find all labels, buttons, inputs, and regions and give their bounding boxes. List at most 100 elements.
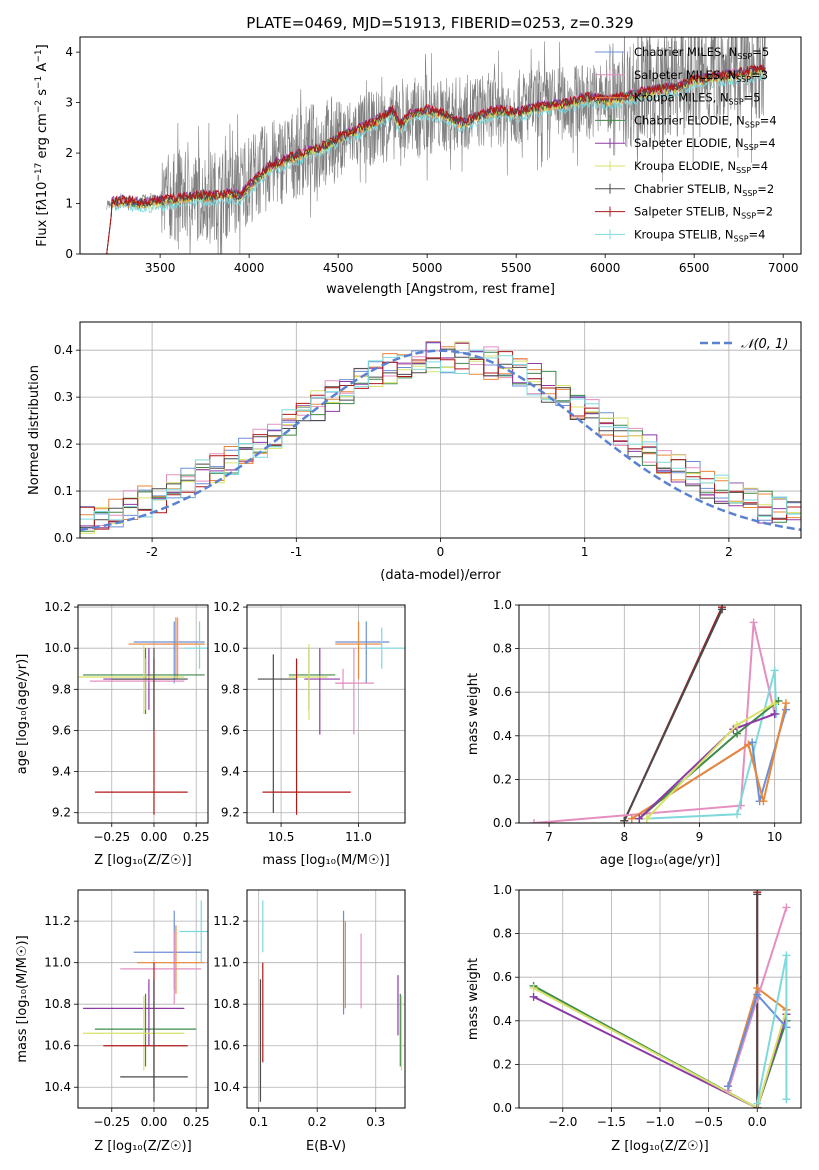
x-tick-label: 3500 <box>145 261 176 275</box>
y-tick-label: 0.2 <box>54 437 73 451</box>
x-tick-label: 10.5 <box>268 830 295 844</box>
mass_weight_vs_Z-plot <box>529 890 791 1108</box>
y-tick-label: 0.3 <box>54 390 73 404</box>
series-line-salpeter_miles <box>533 622 776 823</box>
x-tick-label: 0.2 <box>308 1115 327 1129</box>
y-axis-label: mass weight <box>466 958 481 1040</box>
x-tick-label: 9 <box>696 830 704 844</box>
legend-entry: Kroupa ELODIE, NSSP=4 <box>634 159 768 175</box>
y-tick-label: 0.6 <box>493 685 512 699</box>
mass_weight_vs_age-plot <box>530 605 790 823</box>
y-tick-label: 10.4 <box>213 1080 240 1094</box>
x-tick-label: 11.0 <box>345 830 372 844</box>
x-axis-label: Z [log₁₀(Z/Z☉)] <box>94 853 191 868</box>
x-tick-label: −0.25 <box>93 830 130 844</box>
x-tick-label: 2 <box>725 545 733 559</box>
x-tick-label: 6000 <box>590 261 621 275</box>
model-spectrum-chabrier_stelib <box>106 64 766 254</box>
series-line-chabrier_elodie <box>533 985 788 1108</box>
y-tick-label: 10.6 <box>213 1039 240 1053</box>
age_vs_mass-frame <box>246 604 406 824</box>
age_vs_mass-axes: 10.5 11.0 9.2 9.4 9.6 9.8 10.0 10.2 <box>213 600 405 844</box>
y-tick-label: 11.0 <box>213 956 240 970</box>
mass_vs_Z-axes: −0.25 0.00 0.25 10.4 10.6 10.8 11.0 11.2 <box>44 890 210 1129</box>
x-tick-label: −1.5 <box>597 1115 626 1129</box>
x-tick-label: 8 <box>620 830 628 844</box>
y-tick-label: 0.8 <box>493 642 512 656</box>
y-tick-label: 0.0 <box>493 816 512 830</box>
x-tick-label: 7 <box>545 830 553 844</box>
legend-entry: Chabrier ELODIE, NSSP=4 <box>634 113 777 129</box>
x-tick-label: 4000 <box>234 261 265 275</box>
legend-entry: Kroupa MILES, NSSP=5 <box>634 91 760 107</box>
x-axis-label: (data-model)/error <box>380 568 501 583</box>
x-axis-label: Z [log₁₀(Z/Z☉)] <box>94 1139 191 1154</box>
x-tick-label: 6500 <box>679 261 710 275</box>
y-tick-label: 1 <box>65 197 73 211</box>
y-tick-label: 2 <box>65 146 73 160</box>
y-tick-label: 11.2 <box>44 914 71 928</box>
x-tick-label: 0 <box>437 545 445 559</box>
x-tick-label: 0.00 <box>141 830 168 844</box>
legend-entry: 𝒩(0, 1) <box>741 337 788 352</box>
y-tick-label: 1.0 <box>493 883 512 897</box>
x-tick-label: −0.25 <box>93 1115 130 1129</box>
y-tick-label: 10.2 <box>44 600 71 614</box>
mass_weight_vs_age-frame <box>518 604 802 824</box>
series-line-chabrier_stelib <box>623 608 723 822</box>
series-line-kroupa_miles <box>631 702 787 820</box>
y-tick-label: 9.2 <box>52 806 71 820</box>
series-line-kroupa_elodie <box>533 987 788 1108</box>
legend-entry: Salpeter MILES, NSSP=3 <box>634 68 768 84</box>
x-tick-label: -2 <box>146 545 158 559</box>
y-tick-label: 0.2 <box>493 772 512 786</box>
x-tick-label: 5000 <box>412 261 443 275</box>
residual-plot <box>80 341 801 534</box>
y-tick-label: 10.4 <box>44 1080 71 1094</box>
histogram-salpeter_stelib <box>80 351 801 530</box>
y-tick-label: 0 <box>65 247 73 261</box>
y-tick-label: 4 <box>65 45 73 59</box>
age_vs_mass-plot <box>257 621 405 815</box>
spectrum-frame <box>79 36 802 255</box>
y-tick-label: 9.4 <box>52 765 71 779</box>
spectrum-plot <box>106 37 766 254</box>
age_vs_Z-plot <box>78 617 208 815</box>
age_vs_Z-frame <box>77 604 209 824</box>
mass_vs_ebv-frame <box>246 889 406 1109</box>
age_vs_Z-axes: −0.25 0.00 0.25 9.2 9.4 9.6 9.8 10.0 10.2 <box>44 600 209 844</box>
legend-entry: Chabrier STELIB, NSSP=2 <box>634 182 774 198</box>
y-tick-label: 9.6 <box>52 723 71 737</box>
y-tick-label: 0.2 <box>493 1057 512 1071</box>
x-tick-label: 0.0 <box>748 1115 767 1129</box>
mass_vs_ebv-plot <box>259 900 403 1102</box>
x-tick-label: 0.3 <box>366 1115 385 1129</box>
mass_vs_ebv-axes: 0.1 0.2 0.3 10.4 10.6 10.8 11.0 11.2 <box>213 890 405 1129</box>
y-tick-label: 0.0 <box>54 531 73 545</box>
residuals-frame <box>79 321 802 539</box>
spectrum-legend: Chabrier MILES, NSSP=5 Salpeter MILES, NS… <box>595 45 777 243</box>
y-tick-label: 9.6 <box>221 723 240 737</box>
x-tick-label: −1.0 <box>645 1115 674 1129</box>
mass_vs_Z-plot <box>83 900 208 1102</box>
y-tick-label: 9.2 <box>221 806 240 820</box>
legend-entry: Kroupa STELIB, NSSP=4 <box>634 227 765 243</box>
mass_weight_vs_Z-frame <box>518 889 802 1109</box>
model-spectrum-salpeter_stelib <box>106 64 766 254</box>
x-axis-label: E(B-V) <box>306 1139 346 1154</box>
x-tick-label: 1 <box>581 545 589 559</box>
y-tick-label: 10.0 <box>213 641 240 655</box>
x-tick-label: 5500 <box>501 261 532 275</box>
legend-entry: Salpeter STELIB, NSSP=2 <box>634 205 773 221</box>
x-axis-label: age [log₁₀(age/yr)] <box>600 853 721 868</box>
mass_vs_Z-frame <box>77 889 209 1109</box>
y-tick-label: 0.0 <box>493 1101 512 1115</box>
x-axis-label: wavelength [Angstrom, rest frame] <box>326 282 555 297</box>
y-axis-label: mass [log₁₀(M/M☉)] <box>15 935 30 1062</box>
y-tick-label: 10.0 <box>44 641 71 655</box>
x-tick-label: −2.0 <box>548 1115 577 1129</box>
figure-title: PLATE=0469, MJD=51913, FIBERID=0253, z=0… <box>246 14 633 32</box>
x-axis-label: mass [log₁₀(M/M☉)] <box>262 853 389 868</box>
gaussian-curve <box>80 349 801 532</box>
